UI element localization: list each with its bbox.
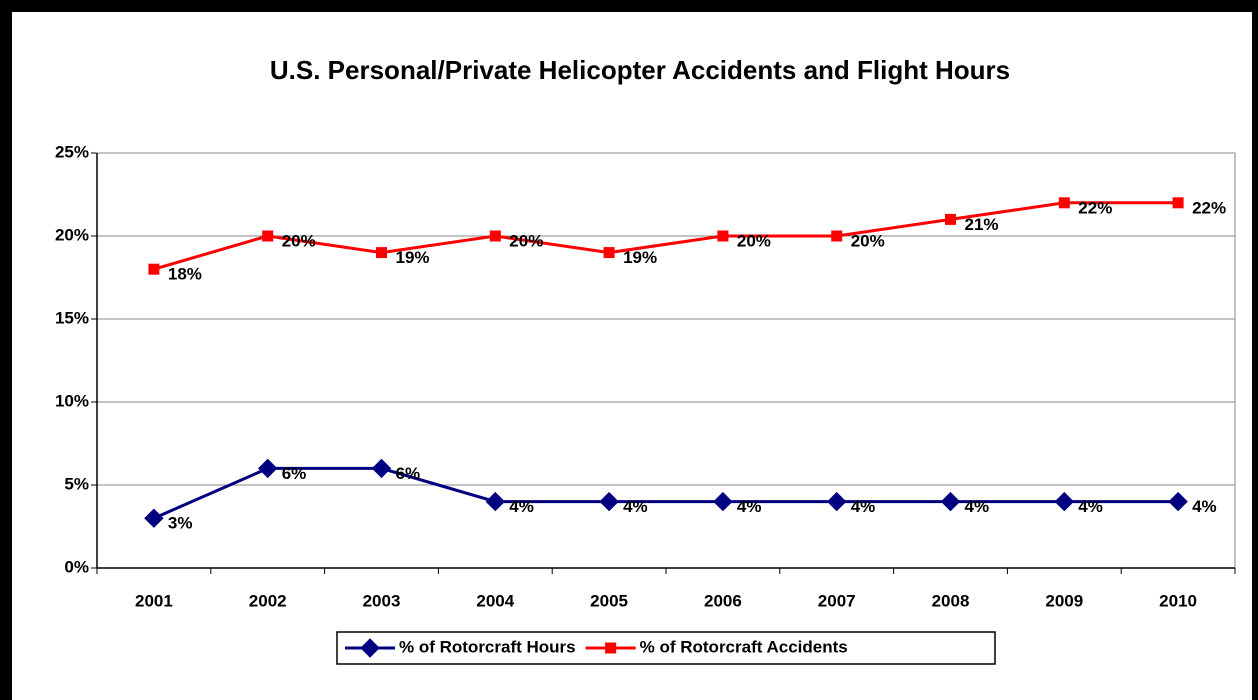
data-label: 18% bbox=[168, 265, 202, 284]
data-label: 22% bbox=[1192, 198, 1226, 217]
data-label: 20% bbox=[737, 231, 771, 250]
marker bbox=[371, 458, 392, 479]
data-label: 21% bbox=[965, 215, 999, 234]
x-tick-label: 2007 bbox=[818, 591, 856, 610]
marker bbox=[144, 508, 164, 528]
y-tick-label: 25% bbox=[55, 142, 89, 161]
marker bbox=[257, 458, 278, 479]
y-tick-label: 0% bbox=[64, 557, 89, 576]
data-label: 4% bbox=[1192, 497, 1217, 516]
data-label: 20% bbox=[509, 231, 543, 250]
marker bbox=[945, 213, 956, 225]
y-tick-label: 20% bbox=[55, 225, 89, 244]
legend-label: % of Rotorcraft Hours bbox=[399, 637, 576, 656]
data-label: 4% bbox=[509, 497, 534, 516]
x-tick-label: 2001 bbox=[135, 591, 173, 610]
series-line bbox=[153, 466, 1179, 520]
data-label: 4% bbox=[737, 497, 762, 516]
data-label: 22% bbox=[1078, 198, 1112, 217]
marker bbox=[831, 230, 843, 242]
y-tick-label: 5% bbox=[64, 474, 89, 493]
marker bbox=[717, 230, 729, 242]
marker bbox=[1054, 491, 1075, 512]
x-tick-label: 2009 bbox=[1045, 591, 1083, 610]
data-label: 4% bbox=[965, 497, 990, 516]
legend-box bbox=[336, 631, 996, 665]
marker bbox=[376, 247, 387, 259]
marker bbox=[605, 642, 617, 654]
data-label: 20% bbox=[282, 231, 316, 250]
data-label: 4% bbox=[851, 497, 876, 516]
y-tick-label: 10% bbox=[55, 391, 89, 410]
marker bbox=[603, 247, 615, 259]
series-line bbox=[153, 201, 1179, 271]
marker bbox=[262, 230, 274, 242]
data-label: 20% bbox=[851, 231, 885, 250]
y-tick-label: 15% bbox=[55, 308, 89, 327]
x-tick-label: 2005 bbox=[590, 591, 628, 610]
data-label: 4% bbox=[1078, 497, 1103, 516]
marker bbox=[599, 491, 619, 512]
data-label: 6% bbox=[396, 464, 421, 483]
marker bbox=[940, 491, 961, 512]
x-tick-label: 2006 bbox=[704, 591, 742, 610]
marker bbox=[360, 638, 380, 658]
marker bbox=[489, 230, 501, 242]
data-label: 4% bbox=[623, 497, 648, 516]
marker bbox=[1172, 197, 1184, 209]
x-tick-label: 2004 bbox=[476, 591, 514, 610]
marker bbox=[485, 491, 506, 512]
x-tick-label: 2002 bbox=[249, 591, 287, 610]
marker bbox=[713, 491, 733, 512]
x-tick-label: 2008 bbox=[932, 591, 970, 610]
x-tick-label: 2010 bbox=[1159, 591, 1197, 610]
marker bbox=[1058, 197, 1070, 209]
data-label: 6% bbox=[282, 464, 307, 483]
data-label: 19% bbox=[623, 248, 657, 267]
data-label: 19% bbox=[396, 248, 430, 267]
marker bbox=[148, 263, 160, 275]
x-tick-label: 2003 bbox=[363, 591, 401, 610]
marker bbox=[826, 491, 847, 512]
data-label: 3% bbox=[168, 514, 193, 533]
chart-title: U.S. Personal/Private Helicopter Acciden… bbox=[270, 55, 1010, 85]
marker bbox=[1168, 491, 1188, 512]
legend-label: % of Rotorcraft Accidents bbox=[640, 637, 848, 656]
